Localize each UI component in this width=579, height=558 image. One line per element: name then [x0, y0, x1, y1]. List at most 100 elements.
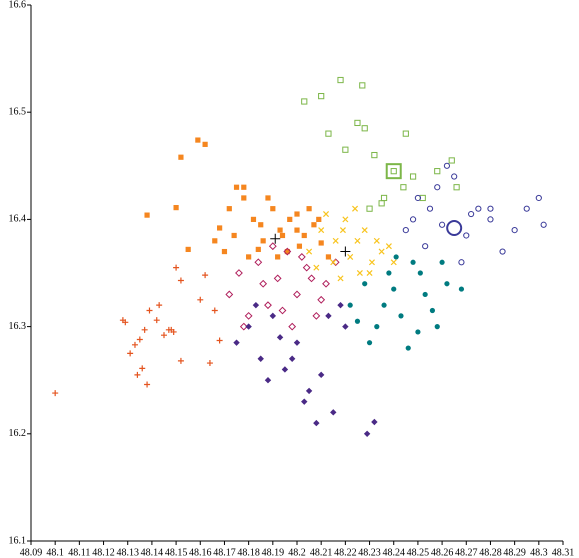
point	[293, 339, 301, 346]
point	[195, 137, 201, 143]
x-tick-label: 48.23	[358, 547, 381, 558]
point	[438, 221, 446, 228]
point	[173, 205, 179, 211]
point	[354, 237, 361, 244]
point	[337, 301, 344, 309]
x-tick-label: 48.24	[382, 547, 405, 558]
point	[156, 302, 163, 309]
point	[330, 259, 337, 266]
x-tick-label: 48.11	[68, 547, 90, 558]
point	[259, 279, 268, 288]
point	[235, 269, 243, 277]
point	[141, 326, 148, 333]
point	[318, 93, 325, 100]
point	[347, 302, 353, 308]
point	[378, 248, 385, 255]
point	[434, 168, 441, 175]
point	[402, 130, 409, 137]
x-tick-label: 48.1	[46, 547, 64, 558]
x-tick-label: 48.18	[237, 547, 260, 558]
point	[366, 340, 373, 346]
y-tick-label: 16.1	[9, 535, 27, 546]
point	[260, 238, 266, 244]
point	[409, 216, 417, 223]
y-tick-label: 16.4	[9, 214, 27, 225]
point	[361, 227, 368, 234]
point	[226, 206, 232, 212]
centroid	[340, 246, 351, 257]
point	[499, 248, 506, 255]
point	[185, 246, 191, 253]
point	[487, 216, 494, 223]
x-tick-label: 48.13	[116, 547, 139, 558]
point	[173, 264, 180, 271]
point	[325, 312, 332, 320]
point	[444, 281, 450, 287]
point	[409, 173, 417, 180]
x-tick-label: 48.29	[503, 547, 526, 558]
point	[231, 232, 237, 239]
x-tick-label: 48.21	[310, 547, 333, 558]
x-tick-label: 48.3	[530, 547, 548, 558]
point	[318, 227, 325, 234]
point	[273, 274, 282, 283]
point	[398, 313, 404, 319]
x-tick-label: 48.27	[455, 547, 478, 558]
point	[216, 337, 223, 344]
point	[443, 162, 451, 169]
point	[122, 319, 129, 326]
point	[426, 205, 434, 212]
point	[390, 168, 397, 175]
point	[202, 141, 208, 147]
x-tick-label: 48.14	[141, 547, 164, 558]
point	[136, 336, 143, 343]
point	[453, 184, 460, 191]
point	[352, 205, 359, 212]
point	[52, 390, 59, 397]
point	[283, 247, 292, 256]
point	[318, 240, 324, 246]
point	[362, 281, 368, 287]
point	[144, 381, 151, 388]
point	[434, 184, 441, 191]
point	[225, 290, 234, 299]
point	[405, 345, 411, 351]
point	[276, 334, 284, 341]
point	[202, 272, 209, 279]
point	[221, 248, 228, 255]
point	[265, 195, 271, 201]
point	[134, 371, 141, 378]
x-tick-label: 48.16	[189, 547, 212, 558]
x-tick-label: 48.31	[552, 547, 575, 558]
x-tick-label: 48.09	[20, 547, 43, 558]
centroid	[270, 233, 281, 244]
point	[410, 259, 416, 265]
point	[264, 377, 272, 384]
point	[322, 211, 330, 218]
point	[293, 290, 301, 299]
point	[146, 307, 153, 314]
point	[161, 332, 167, 339]
point	[233, 339, 240, 346]
point	[257, 355, 264, 362]
point	[325, 130, 332, 137]
point	[255, 246, 261, 253]
point	[373, 237, 380, 244]
point	[354, 119, 361, 127]
point	[422, 291, 428, 298]
point	[252, 301, 260, 309]
point	[311, 222, 317, 228]
point	[278, 306, 287, 315]
point	[429, 307, 436, 314]
point	[301, 398, 308, 405]
point	[385, 243, 392, 250]
x-tick-label: 48.17	[213, 547, 236, 558]
point	[511, 227, 518, 234]
point	[211, 307, 218, 314]
point	[487, 205, 494, 212]
point	[239, 322, 248, 331]
point	[296, 243, 303, 249]
point	[269, 312, 277, 320]
point	[374, 324, 380, 330]
point	[245, 323, 252, 330]
